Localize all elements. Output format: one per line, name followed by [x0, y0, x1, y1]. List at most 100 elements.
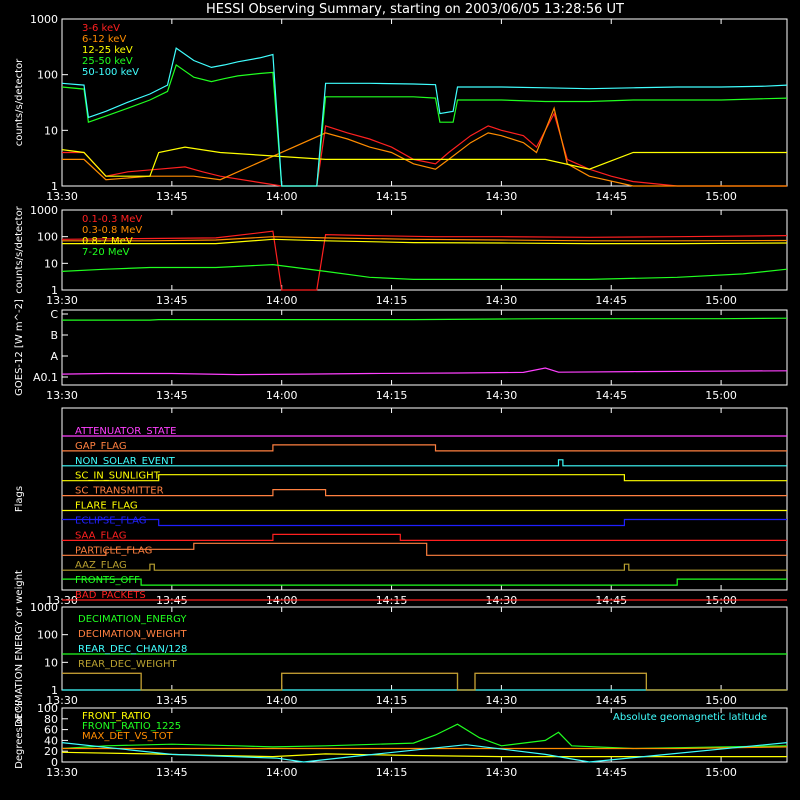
flag-line — [62, 533, 787, 541]
y-tick-label: 1 — [51, 284, 58, 297]
goes-ylabel: GOES-12 [W m^-2] — [14, 299, 25, 396]
x-tick-label: 14:15 — [376, 694, 408, 707]
flag-label: SC_IN_SUNLIGHT — [75, 471, 161, 482]
flag-line — [62, 489, 787, 497]
flag-label: ATTENUATOR_STATE — [75, 426, 176, 437]
x-tick-label: 14:30 — [486, 694, 518, 707]
x-tick-label: 15:00 — [705, 766, 737, 779]
x-tick-label: 14:00 — [266, 190, 298, 203]
series-line — [61, 723, 788, 750]
series-line — [61, 367, 788, 376]
x-tick-label: 13:30 — [46, 190, 78, 203]
x-tick-label: 14:15 — [376, 389, 408, 402]
legend-entry: REAR_DEC_CHAN/128 — [78, 644, 187, 655]
x-tick-label: 15:00 — [705, 294, 737, 307]
x-tick-label: 14:15 — [376, 766, 408, 779]
flag-label: FRONTS_OFF — [75, 575, 140, 586]
series-line — [62, 672, 787, 691]
series-line — [62, 238, 788, 245]
flag-label: BAD_PACKETS — [75, 590, 146, 601]
legend-entry: 0.3-0.8 MeV — [82, 225, 142, 236]
y-tick-label: A0.1 — [33, 371, 58, 384]
y-tick-label: 0 — [51, 756, 58, 769]
x-tick-label: 13:30 — [46, 389, 78, 402]
x-tick-label: 15:00 — [705, 694, 737, 707]
x-tick-label: 14:00 — [266, 766, 298, 779]
flag-label: FLARE_FLAG — [75, 501, 138, 512]
decimation-ylabel: DECIMATION ENERGY or weight — [14, 570, 25, 727]
x-tick-label: 13:30 — [46, 294, 78, 307]
ratios-ylabel: Degrees or % — [14, 701, 25, 769]
series-line — [62, 746, 788, 750]
legend-entry: 0.8-7 MeV — [82, 236, 133, 247]
flag-label: NON_SOLAR_EVENT — [75, 456, 176, 467]
x-tick-label: 13:45 — [156, 766, 188, 779]
flag-label: ECLIPSE_FLAG — [75, 515, 146, 526]
legend-entry: MAX_DET_VS_TOT — [82, 731, 174, 742]
x-tick-label: 14:30 — [486, 766, 518, 779]
x-tick-label: 13:45 — [156, 389, 188, 402]
ratios-frame — [61, 707, 788, 763]
series-line — [61, 742, 788, 763]
x-tick-label: 14:15 — [376, 190, 408, 203]
y-tick-label: 1000 — [30, 601, 58, 614]
flag-label: PARTICLE_FLAG — [75, 545, 152, 556]
flags-frame — [61, 407, 788, 591]
series-line — [62, 672, 787, 691]
x-tick-label: 13:45 — [156, 294, 188, 307]
legend-entry: 25-50 keV — [82, 56, 133, 67]
y-tick-label: A — [50, 350, 58, 363]
flag-line — [62, 459, 787, 467]
x-tick-label: 14:15 — [376, 294, 408, 307]
series-line — [61, 230, 788, 291]
gamma-frame — [61, 209, 788, 291]
x-tick-label: 13:30 — [46, 766, 78, 779]
flag-label: GAP_FLAG — [75, 441, 127, 452]
y-tick-label: 1 — [51, 684, 58, 697]
xray-frame — [61, 18, 788, 187]
legend-entry: 50-100 keV — [82, 67, 139, 78]
legend-entry: 7-20 MeV — [82, 247, 130, 258]
flags-ylabel: Flags — [14, 486, 25, 512]
x-tick-label: 14:30 — [486, 389, 518, 402]
annotation: Absolute geomagnetic latitude — [613, 712, 767, 723]
x-tick-label: 15:00 — [705, 389, 737, 402]
legend-entry: REAR_DEC_WEIGHT — [78, 659, 177, 670]
series-line — [62, 106, 787, 187]
x-tick-label: 14:00 — [266, 694, 298, 707]
y-tick-label: 100 — [37, 231, 58, 244]
y-tick-label: B — [50, 329, 58, 342]
series-line — [62, 317, 788, 321]
plot-title: HESSI Observing Summary, starting on 200… — [206, 2, 624, 17]
legend-entry: 6-12 keV — [82, 34, 126, 45]
x-tick-label: 14:30 — [486, 294, 518, 307]
x-tick-label: 14:30 — [486, 190, 518, 203]
flag-line — [62, 578, 787, 586]
y-tick-label: 10 — [44, 656, 58, 669]
y-tick-label: 100 — [37, 629, 58, 642]
flag-label: SC_TRANSMITTER — [75, 486, 164, 497]
x-tick-label: 13:45 — [156, 694, 188, 707]
flag-line — [62, 542, 787, 556]
series-line — [61, 263, 788, 280]
x-tick-label: 14:00 — [266, 389, 298, 402]
y-tick-label: C — [50, 308, 58, 321]
y-tick-label: 1000 — [30, 13, 58, 26]
legend-entry: 0.1-0.3 MeV — [82, 214, 142, 225]
x-tick-label: 14:45 — [595, 694, 627, 707]
x-tick-label: 14:45 — [595, 294, 627, 307]
y-tick-label: 100 — [37, 69, 58, 82]
series-line — [61, 47, 788, 187]
flag-line — [62, 518, 787, 527]
x-tick-label: 14:45 — [595, 389, 627, 402]
xray-ylabel: counts/s/detector — [14, 58, 25, 146]
y-tick-label: 40 — [44, 734, 58, 747]
y-tick-label: 1000 — [30, 204, 58, 217]
flag-line — [62, 563, 787, 571]
y-tick-label: 10 — [44, 124, 58, 137]
x-tick-label: 14:45 — [595, 190, 627, 203]
legend-entry: 3-6 keV — [82, 23, 120, 34]
x-tick-label: 14:45 — [595, 766, 627, 779]
